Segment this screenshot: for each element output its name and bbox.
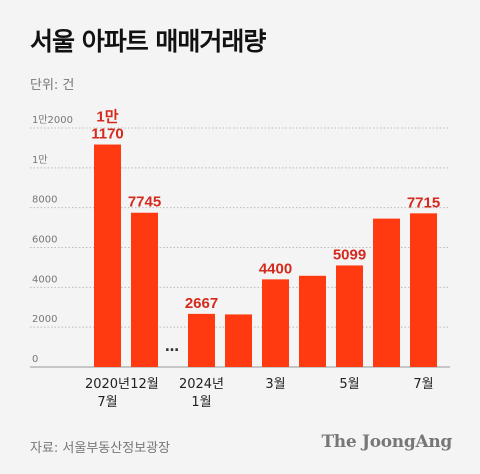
chart-title: 서울 아파트 매매거래량 <box>30 27 266 56</box>
y-tick-label: 6000 <box>32 235 57 246</box>
bar <box>131 212 158 367</box>
bar <box>225 314 252 367</box>
bar-value-label: 1만 <box>96 109 118 126</box>
bar <box>336 265 363 367</box>
bar <box>373 218 400 367</box>
publisher-logo: The JoongAng <box>321 432 452 452</box>
y-tick-label: 1만2000 <box>32 114 73 126</box>
gap-marker: … <box>165 339 179 355</box>
x-tick-label: 5월 <box>339 377 359 392</box>
y-tick-label: 4000 <box>32 274 57 285</box>
x-tick-label: 7월 <box>413 377 433 392</box>
bar-value-label: 7745 <box>128 194 161 211</box>
x-tick-label: 12월 <box>130 377 159 392</box>
bar <box>299 275 326 367</box>
y-tick-label: 0 <box>32 354 38 365</box>
bar-value-label: 2667 <box>185 295 218 312</box>
x-tick-label: 2020년 <box>85 377 130 392</box>
bar-value-label: 5099 <box>333 246 366 263</box>
y-tick-label: 2000 <box>32 314 57 325</box>
y-tick-label: 1만 <box>32 154 48 166</box>
y-tick-label: 8000 <box>32 195 57 206</box>
x-tick-label: 3월 <box>265 377 285 392</box>
bar-value-label: 4400 <box>259 260 292 277</box>
bar-value-label: 7715 <box>407 194 440 211</box>
bar <box>262 279 289 367</box>
bar <box>94 144 121 367</box>
x-tick-label: 2024년 <box>179 377 224 392</box>
unit-label: 단위: 건 <box>30 78 75 93</box>
bar-value-label: 1170 <box>91 126 124 143</box>
bar <box>410 213 437 367</box>
bar <box>188 313 215 367</box>
x-tick-label: 1월 <box>191 395 211 410</box>
source-note: 자료: 서울부동산정보광장 <box>30 441 171 456</box>
x-tick-label: 7월 <box>97 395 117 410</box>
